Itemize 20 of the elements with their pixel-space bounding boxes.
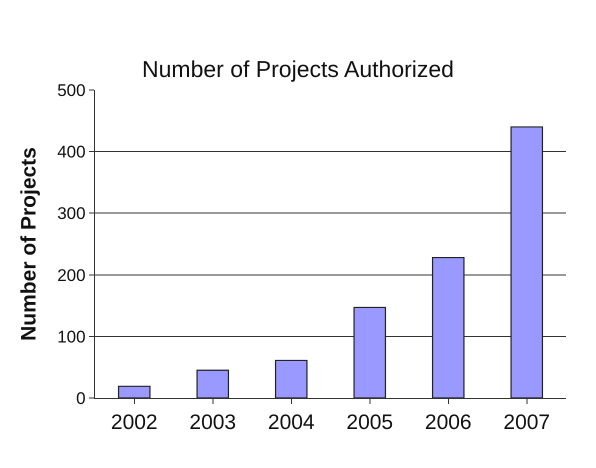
- x-tick-label: 2006: [424, 411, 472, 434]
- x-tick-label: 2002: [110, 411, 158, 434]
- x-tick-label: 2005: [346, 411, 394, 434]
- y-axis-title: Number of Projects: [17, 147, 40, 341]
- x-tick-label: 2007: [503, 411, 550, 434]
- y-tick-label: 400: [57, 142, 86, 162]
- y-tick-label: 0: [76, 388, 86, 408]
- y-tick-label: 200: [57, 266, 86, 285]
- bar: [510, 126, 544, 398]
- y-tick-label: 300: [57, 204, 86, 224]
- y-tick-label: 100: [57, 327, 86, 346]
- bar: [353, 306, 386, 398]
- x-tick-label: 2003: [189, 411, 236, 434]
- chart-title: Number of Projects Authorized: [142, 56, 454, 82]
- bar: [432, 256, 465, 398]
- bar: [196, 370, 230, 398]
- bar: [274, 360, 308, 398]
- bar: [118, 386, 151, 398]
- y-tick-label: 500: [57, 80, 86, 100]
- x-tick-label: 2004: [268, 411, 315, 434]
